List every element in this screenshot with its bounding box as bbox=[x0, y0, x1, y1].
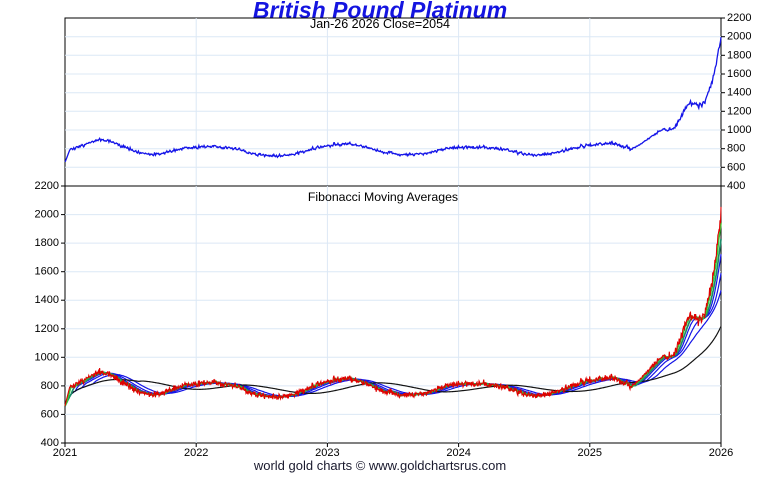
svg-text:600: 600 bbox=[727, 161, 745, 173]
svg-text:800: 800 bbox=[41, 380, 59, 392]
svg-text:1000: 1000 bbox=[35, 351, 59, 363]
svg-text:600: 600 bbox=[41, 408, 59, 420]
svg-text:2026: 2026 bbox=[709, 447, 733, 459]
svg-text:1800: 1800 bbox=[35, 237, 59, 249]
svg-text:1000: 1000 bbox=[727, 124, 751, 136]
svg-text:world gold charts © www.goldch: world gold charts © www.goldchartsrus.co… bbox=[253, 458, 506, 473]
svg-text:Jan-26 2026 Close=2054: Jan-26 2026 Close=2054 bbox=[310, 17, 450, 31]
svg-text:1800: 1800 bbox=[727, 49, 751, 61]
svg-text:2200: 2200 bbox=[35, 180, 59, 192]
svg-text:800: 800 bbox=[727, 143, 745, 155]
svg-text:2021: 2021 bbox=[53, 447, 77, 459]
svg-text:2025: 2025 bbox=[578, 447, 602, 459]
svg-text:2022: 2022 bbox=[184, 447, 208, 459]
svg-text:1600: 1600 bbox=[35, 266, 59, 278]
svg-text:Fibonacci Moving Averages: Fibonacci Moving Averages bbox=[308, 190, 458, 204]
svg-text:400: 400 bbox=[727, 180, 745, 192]
svg-text:1200: 1200 bbox=[35, 323, 59, 335]
svg-text:1400: 1400 bbox=[727, 87, 751, 99]
svg-text:2000: 2000 bbox=[727, 31, 751, 43]
svg-text:1200: 1200 bbox=[727, 105, 751, 117]
svg-text:1600: 1600 bbox=[727, 68, 751, 80]
svg-text:2000: 2000 bbox=[35, 209, 59, 221]
svg-text:1400: 1400 bbox=[35, 294, 59, 306]
svg-text:2200: 2200 bbox=[727, 12, 751, 24]
